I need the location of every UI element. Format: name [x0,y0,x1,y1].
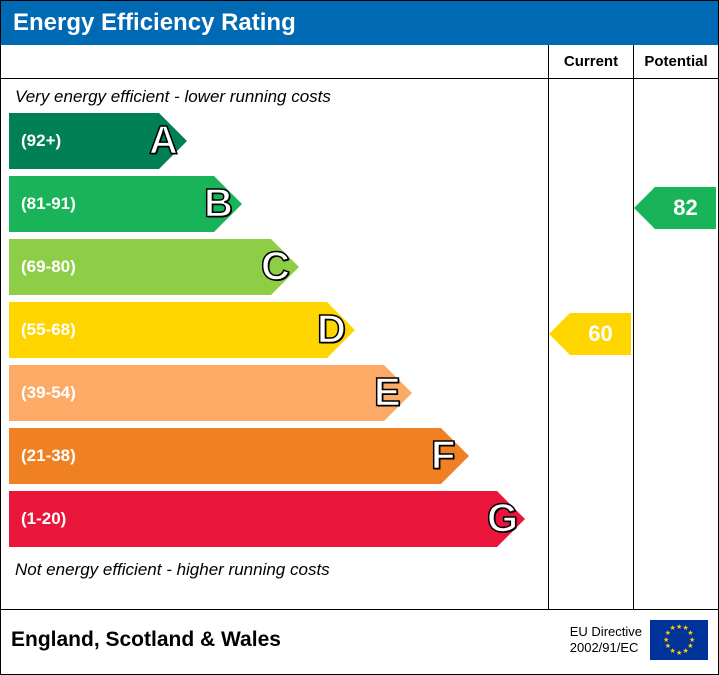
band-c: (69-80)C [9,239,540,295]
band-letter: C [261,245,290,290]
band-b: (81-91)B [9,176,540,232]
region-label: England, Scotland & Wales [11,628,570,652]
col-potential-header: Potential [633,45,718,78]
band-bar: (21-38) [9,428,441,484]
eu-star: ★ [676,649,682,657]
band-a: (92+)A [9,113,540,169]
band-letter: A [149,119,178,164]
footer: England, Scotland & Wales EU Directive 2… [1,609,718,669]
directive-label: EU Directive 2002/91/EC [570,624,642,655]
band-letter: B [204,182,233,227]
band-e: (39-54)E [9,365,540,421]
epc-chart: Energy Efficiency Rating Current Potenti… [0,0,719,675]
col-current-header: Current [548,45,633,78]
eu-star: ★ [683,647,689,655]
band-letter: D [317,308,346,353]
band-letter: G [487,497,518,542]
pointer-tip [634,187,655,229]
directive-line1: EU Directive [570,624,642,640]
band-bar: (69-80) [9,239,271,295]
band-g: (1-20)G [9,491,540,547]
note-bottom: Not energy efficient - higher running co… [9,554,540,582]
bands-area: (92+)A (81-91)B (69-80)C (55-68)D (39-54)E (2… [9,113,540,547]
eu-star: ★ [670,624,676,632]
columns-header: Current Potential [1,45,718,79]
current-column: 60 [548,79,633,609]
band-bar: (55-68) [9,302,327,358]
col-chart-header [1,45,548,78]
band-bar: (81-91) [9,176,214,232]
eu-flag-icon: ★★★★★★★★★★★★ [650,620,708,660]
eu-star: ★ [676,623,682,631]
current-pointer: 60 [570,313,631,355]
chart-title: Energy Efficiency Rating [13,9,296,36]
note-top: Very energy efficient - lower running co… [9,85,540,113]
title-bar: Energy Efficiency Rating [1,1,718,45]
band-bar: (1-20) [9,491,497,547]
band-d: (55-68)D [9,302,540,358]
directive-line2: 2002/91/EC [570,640,642,656]
chart-body: Very energy efficient - lower running co… [1,79,718,609]
band-letter: F [431,434,455,479]
band-bar: (92+) [9,113,159,169]
potential-pointer: 82 [655,187,716,229]
band-letter: E [374,371,401,416]
pointer-tip [549,313,570,355]
band-bar: (39-54) [9,365,384,421]
bands-column: Very energy efficient - lower running co… [1,79,548,609]
potential-column: 82 [633,79,718,609]
band-f: (21-38)F [9,428,540,484]
